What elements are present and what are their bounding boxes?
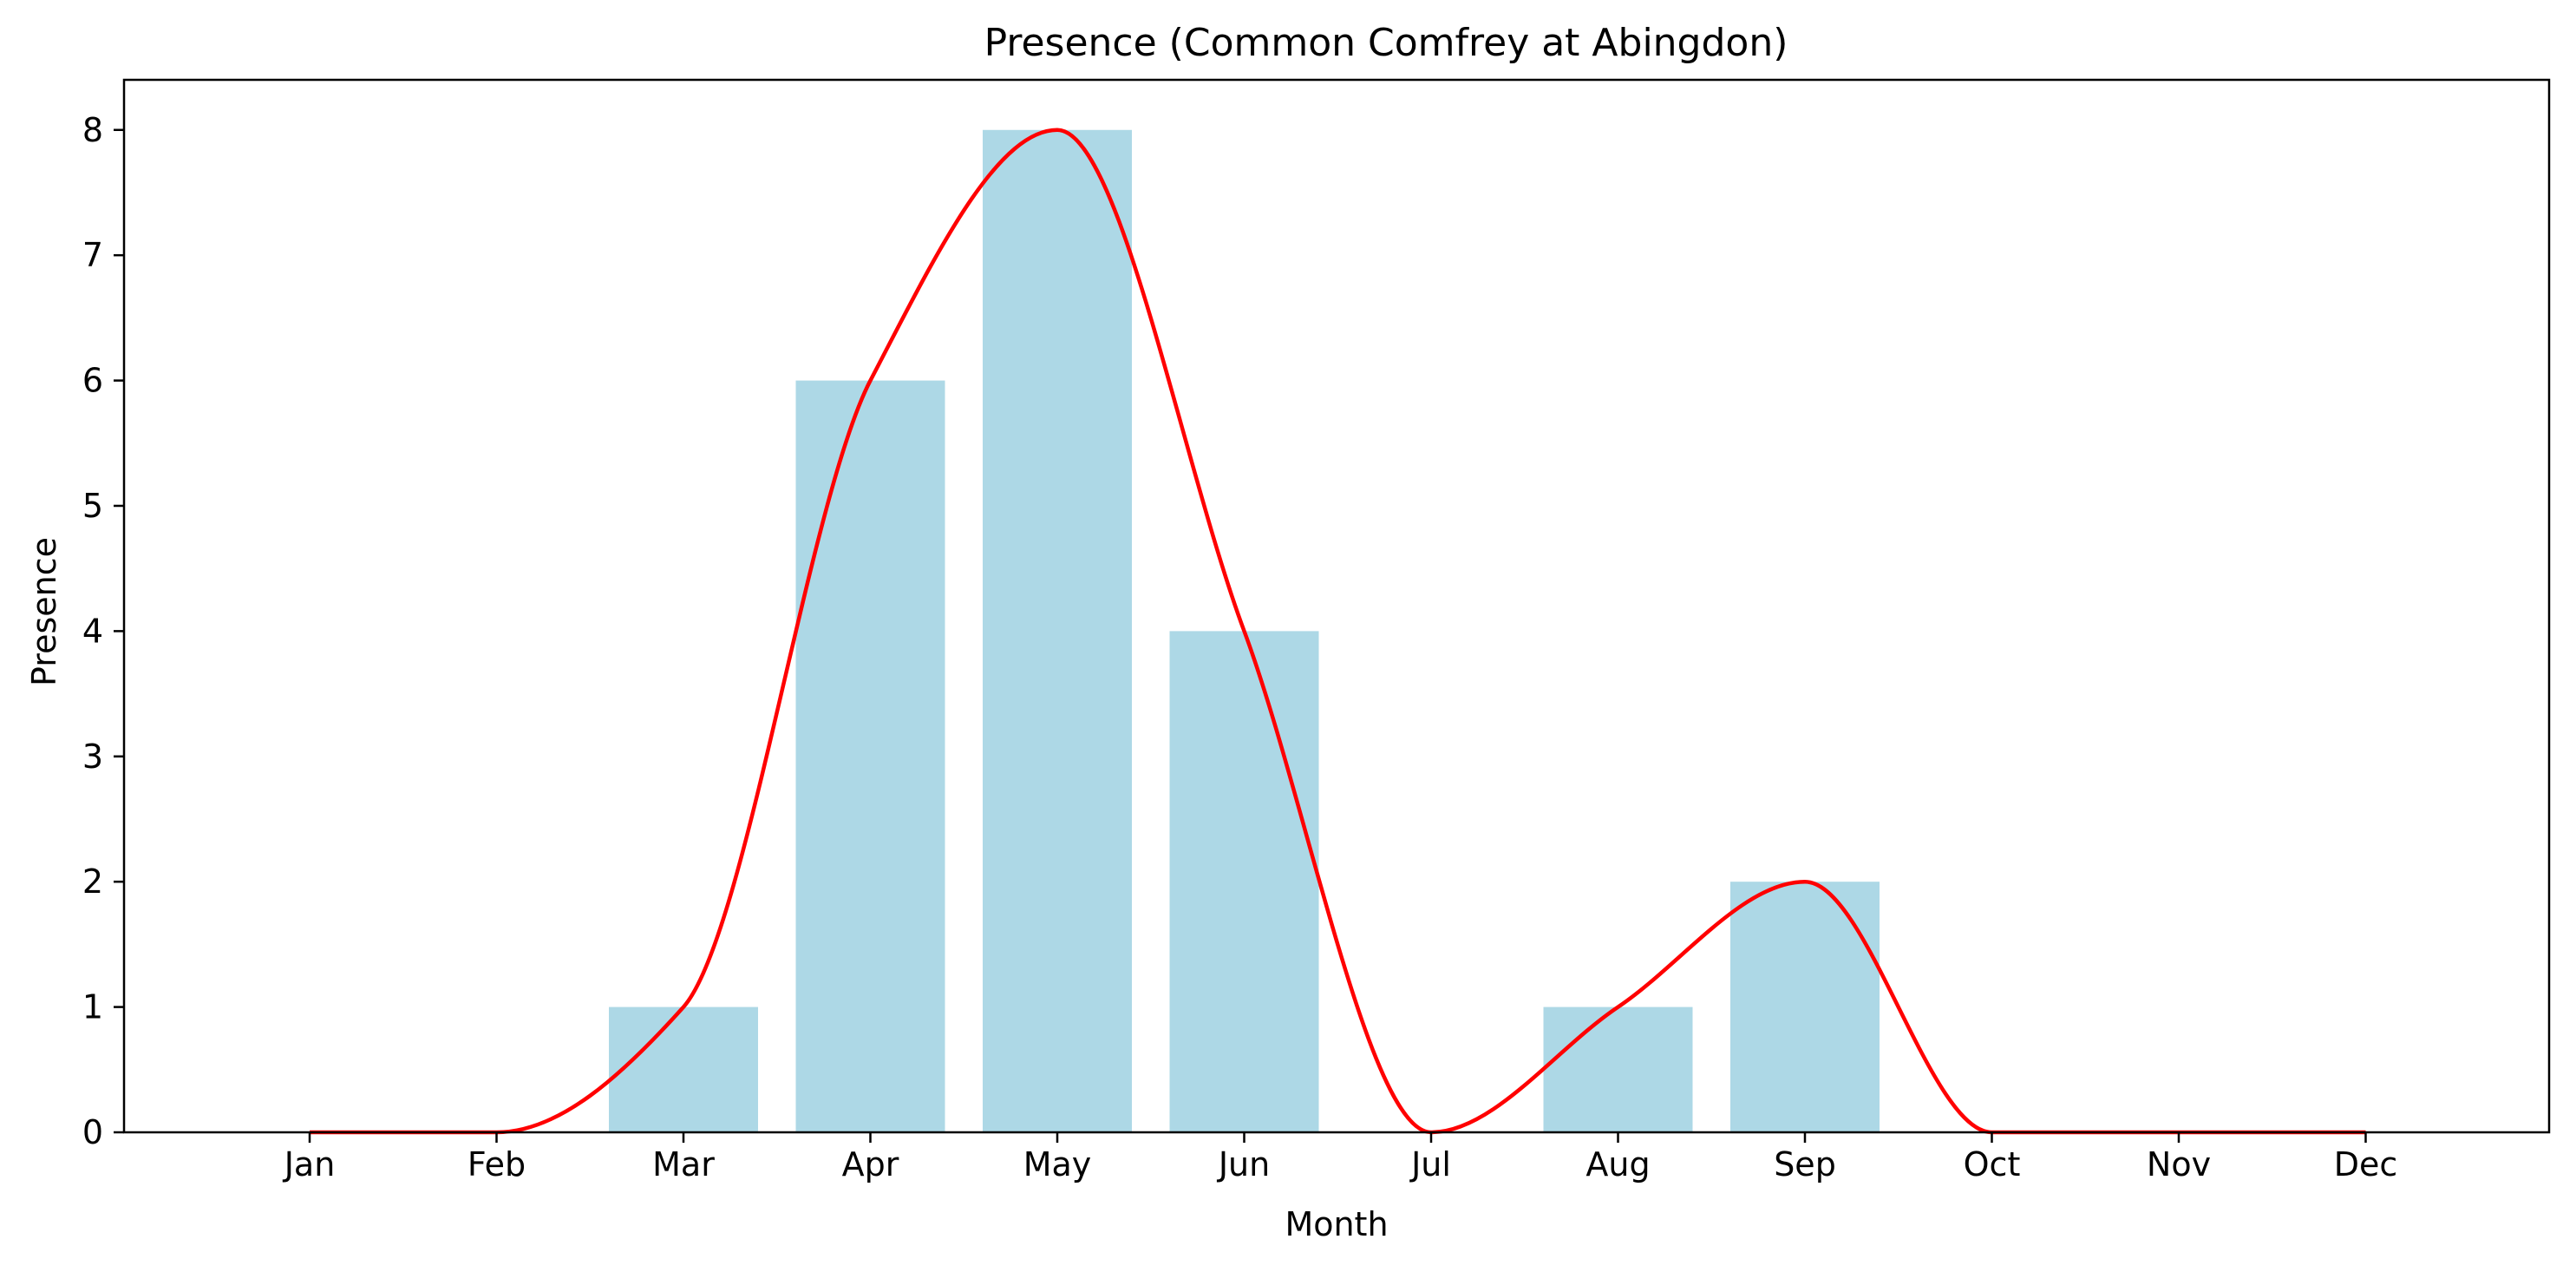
bar-sep	[1730, 882, 1880, 1132]
x-tick-label: Nov	[2147, 1145, 2211, 1183]
bar-mar	[609, 1006, 758, 1132]
y-tick-label: 1	[82, 988, 103, 1026]
x-tick-label: Oct	[1964, 1145, 2021, 1183]
x-tick-label: May	[1023, 1145, 1092, 1183]
bars-layer	[609, 129, 1880, 1133]
x-tick-label: Feb	[467, 1145, 526, 1183]
plot-frame	[122, 78, 2551, 1134]
x-tick-label: Mar	[652, 1145, 715, 1183]
y-tick-label: 8	[82, 111, 103, 149]
y-tick-label: 7	[82, 236, 103, 274]
line-layer	[310, 128, 2366, 1135]
y-tick-label: 4	[82, 612, 103, 650]
bar-aug	[1543, 1006, 1693, 1132]
y-tick-label: 2	[82, 862, 103, 901]
x-tick-label: Dec	[2334, 1145, 2398, 1183]
y-axis: 0 1 2 3 4 5 6 7 8	[82, 111, 124, 1151]
x-tick-label: Jun	[1217, 1145, 1270, 1183]
x-tick-label: Apr	[842, 1145, 899, 1183]
x-tick-label: Jul	[1409, 1145, 1451, 1183]
x-tick-label: Jan	[283, 1145, 336, 1183]
y-tick-label: 6	[82, 362, 103, 400]
y-tick-label: 5	[82, 487, 103, 525]
bar-may	[983, 129, 1132, 1132]
x-axis: Jan Feb Mar Apr May Jun Jul Aug Sep Oct Nov Dec	[283, 1132, 2398, 1183]
y-tick-label: 0	[82, 1113, 103, 1151]
trend-line	[310, 128, 2366, 1135]
y-tick-label: 3	[82, 738, 103, 776]
bar-apr	[795, 380, 945, 1133]
bar-jun	[1169, 631, 1319, 1132]
x-tick-label: Aug	[1585, 1145, 1650, 1183]
x-axis-label: Month	[1285, 1205, 1388, 1243]
x-tick-label: Sep	[1774, 1145, 1836, 1183]
y-axis-label: Presence	[25, 537, 63, 686]
chart-title: Presence (Common Comfrey at Abingdon)	[984, 21, 1788, 65]
